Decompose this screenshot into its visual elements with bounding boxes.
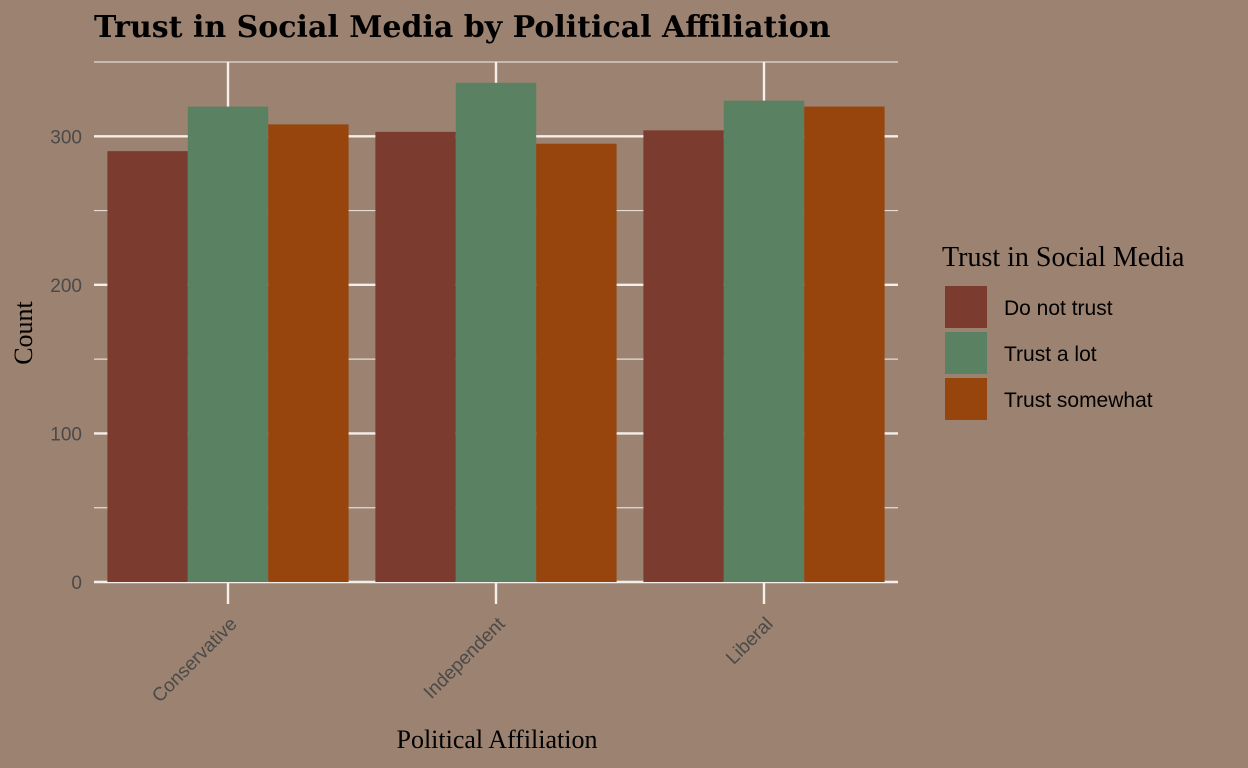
bar [455,82,537,583]
bar [187,106,269,583]
bar [804,106,885,583]
y-tick-label: 0 [71,573,82,594]
x-tick-label: Independent [420,613,510,703]
bar [643,130,724,583]
bar [375,131,456,583]
x-axis-title: Political Affiliation [396,725,597,754]
legend-title: Trust in Social Media [942,242,1185,273]
bar [268,124,349,583]
bar [723,100,805,582]
legend-label: Trust a lot [1004,343,1097,366]
y-tick-label: 300 [50,127,82,148]
bars [107,82,885,583]
legend-label: Trust somewhat [1004,389,1153,412]
chart-title: Trust in Social Media by Political Affil… [94,10,831,45]
x-axis-ticks: Conservative Independent Liberal [148,613,777,707]
legend-swatch [945,378,987,420]
legend-swatch [945,286,987,328]
legend-swatch [945,332,987,374]
y-tick-label: 200 [50,276,82,297]
x-tick-label: Liberal [722,614,777,669]
bar [107,151,188,582]
legend-label: Do not trust [1004,297,1113,320]
x-tick-label: Conservative [148,614,241,707]
legend: Trust in Social Media Do not trust Trust … [942,242,1185,420]
y-axis-title: Count [9,300,38,364]
bar [536,143,617,582]
y-axis-ticks: 0 100 200 300 [50,127,82,594]
y-tick-label: 100 [50,424,82,445]
